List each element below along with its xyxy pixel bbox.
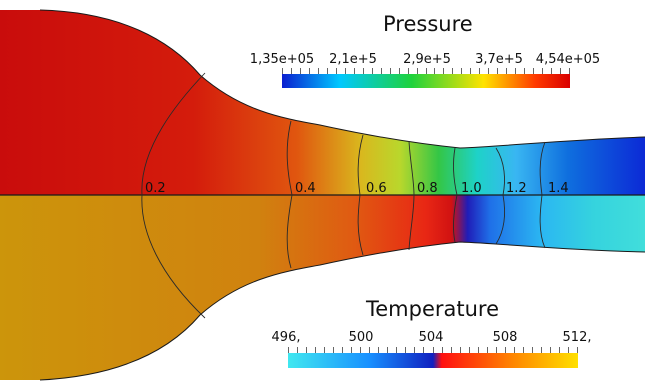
temperature-legend-title: Temperature <box>366 297 500 321</box>
temperature-colorbar <box>288 353 578 368</box>
contour-1-4 <box>539 141 546 249</box>
pressure-field <box>0 10 645 195</box>
pressure-tick: 4,54e+05 <box>535 52 601 67</box>
temperature-tick: 504 <box>418 330 444 345</box>
mach-label-0-2: 0.2 <box>145 181 166 196</box>
mach-label-1-2: 1.2 <box>506 181 527 196</box>
mach-label-1-4: 1.4 <box>548 181 569 196</box>
mach-contours <box>141 72 546 319</box>
contour-1-0 <box>453 147 458 243</box>
temperature-tick: 496, <box>271 330 301 345</box>
pressure-tick: 1,35e+05 <box>249 52 315 67</box>
contour-0-6 <box>357 134 364 256</box>
temperature-field <box>0 195 645 380</box>
temperature-tick: 512, <box>562 330 592 345</box>
temperature-tick: 500 <box>348 330 374 345</box>
pressure-colorbar-ticks <box>282 68 570 74</box>
nozzle-top-wall <box>39 9 645 149</box>
mach-label-1-0: 1.0 <box>461 181 482 196</box>
pressure-tick: 3,7e+5 <box>475 52 523 67</box>
nozzle-bottom-wall <box>39 241 645 381</box>
contour-0-8 <box>408 140 415 251</box>
pressure-tick: 2,1e+5 <box>329 52 377 67</box>
pressure-colorbar <box>282 74 570 88</box>
contour-0-2 <box>141 72 206 319</box>
temperature-tick: 508 <box>492 330 518 345</box>
mach-label-0-4: 0.4 <box>295 181 316 196</box>
pressure-tick: 2,9e+5 <box>403 52 451 67</box>
contour-0-4 <box>286 120 293 269</box>
pressure-legend-title: Pressure <box>383 12 473 36</box>
mach-label-0-6: 0.6 <box>366 181 387 196</box>
mach-label-0-8: 0.8 <box>417 181 438 196</box>
temperature-colorbar-ticks <box>288 347 578 353</box>
contour-1-2 <box>495 147 505 245</box>
